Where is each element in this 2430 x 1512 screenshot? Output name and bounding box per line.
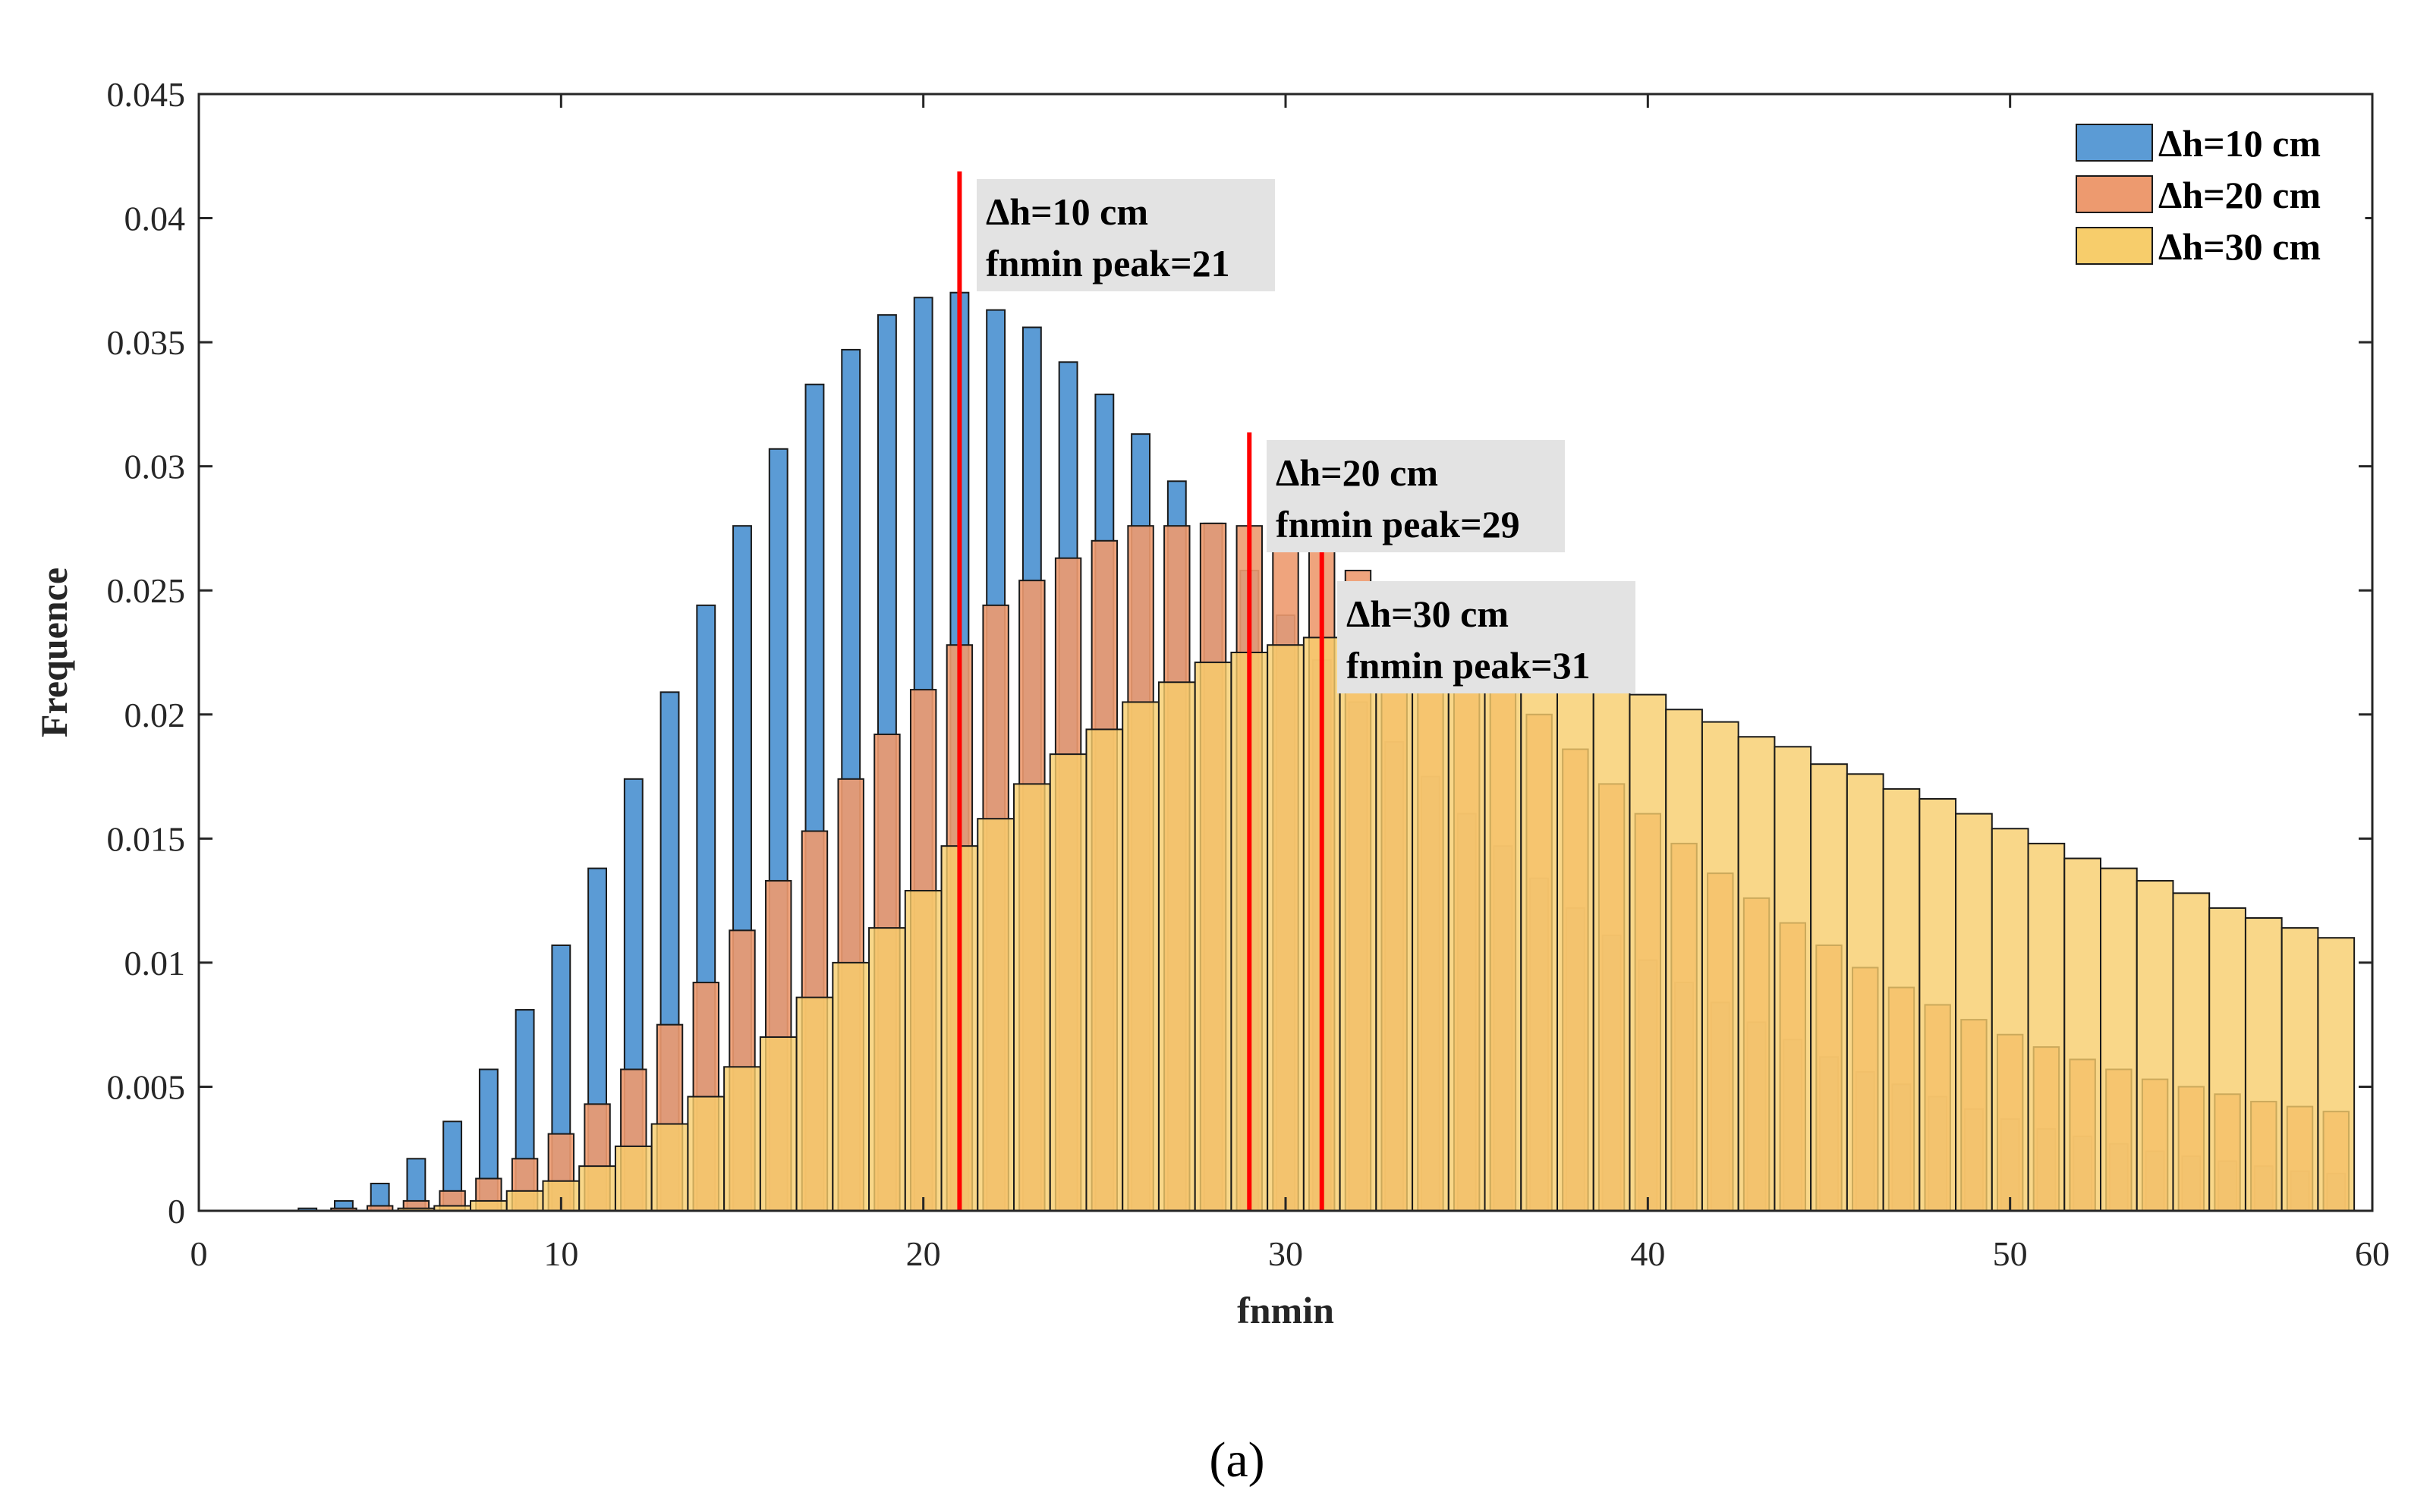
bar-series3-x27 [1157,681,1196,1212]
annotation-boxes: Δh=10 cm fnmin peak=21 Δh=20 cm fnmin peak=… [977,179,1635,693]
bar-series3-x19 [868,927,906,1212]
bar-series3-x45 [1810,763,1848,1212]
y-tick-label: 0.005 [107,1067,186,1106]
bar-series3-x57 [2244,917,2283,1212]
bar-series3-x50 [1991,828,2029,1212]
bar-series3-x34 [1412,649,1450,1212]
figure-caption: (a) [1209,1432,1264,1488]
legend-label-1: Δh=10 cm [2158,122,2321,165]
annotation-box-2 [1267,440,1565,552]
bar-series3-x25 [1085,728,1124,1212]
bar-series3-x56 [2208,907,2246,1212]
bars-layer [297,291,2356,1212]
bar-series3-x38 [1557,678,1594,1212]
bar-series3-x51 [2027,842,2066,1212]
annotation-box-3 [1337,581,1635,693]
bar-series3-x20 [904,890,943,1212]
bar-series3-x26 [1122,701,1160,1212]
bar-series3-x52 [2063,857,2102,1212]
bar-series3-x22 [977,818,1015,1212]
bar-series3-x15 [723,1066,761,1212]
annotation-label-3-line2: fnmin peak=31 [1346,644,1591,687]
legend-swatch-2 [2076,175,2153,213]
bar-series3-x47 [1882,787,1921,1212]
bar-series3-x53 [2100,867,2138,1212]
y-tick-label: 0 [168,1192,185,1231]
bar-series3-x18 [832,961,870,1212]
annotation-label-2-line2: fnmin peak=29 [1276,503,1520,545]
bar-series3-x42 [1701,721,1739,1212]
bar-series3-x32 [1339,639,1377,1212]
bar-series3-x59 [2317,937,2356,1212]
bar-series3-x17 [795,996,834,1212]
bar-series3-x39 [1592,689,1631,1212]
bar-series3-x37 [1520,668,1559,1212]
bar-series3-x40 [1629,693,1667,1212]
bar-series3-x35 [1447,656,1486,1212]
y-tick-label: 0.04 [124,200,186,238]
x-tick-label: 0 [190,1234,208,1273]
x-axis-title: fnmin [1237,1289,1334,1331]
annotation-label-2-line1: Δh=20 cm [1276,451,1438,494]
legend-label-2: Δh=20 cm [2158,174,2321,216]
bar-series3-x24 [1049,753,1088,1212]
annotation-label-1-line2: fnmin peak=21 [986,242,1230,284]
bar-series3-x30 [1267,644,1305,1212]
y-tick-label: 0.045 [107,75,186,114]
annotation-label-3-line1: Δh=30 cm [1346,593,1509,635]
bar-series3-x41 [1665,709,1703,1212]
bar-series3-x33 [1375,644,1414,1212]
bar-series3-x43 [1737,736,1776,1212]
bar-series3-x8 [470,1199,508,1212]
bar-series3-x12 [614,1145,653,1212]
x-tick-label: 30 [1268,1234,1303,1273]
y-tick-label: 0.01 [124,944,186,982]
bar-series3-x13 [650,1123,689,1212]
bar-series3-x28 [1194,662,1232,1212]
bar-series3-x14 [687,1095,726,1212]
y-axis-title: Frequence [33,567,75,737]
legend-swatch-3 [2076,227,2153,265]
x-tick-label: 50 [1993,1234,2028,1273]
bar-series3-x23 [1013,783,1051,1212]
bar-series3-x16 [759,1036,798,1212]
legend: Δh=10 cm Δh=20 cm Δh=30 cm [2076,107,2365,284]
y-tick-label: 0.03 [124,448,186,486]
y-tick-label: 0.025 [107,571,186,610]
legend-swatch-1 [2076,124,2153,162]
x-tick-label: 40 [1630,1234,1665,1273]
bar-series3-x44 [1774,746,1812,1212]
annotation-box-1 [977,179,1275,291]
annotation-lines [957,171,1324,1211]
y-tick-label: 0.035 [107,323,186,362]
annotation-label-1-line1: Δh=10 cm [986,190,1148,233]
axes: 0 0.005 0.01 0.015 0.02 0.025 0.03 0.035 0.04 0.0… [107,75,2391,1273]
x-tick-label: 60 [2355,1234,2390,1273]
y-tick-label: 0.02 [124,696,186,734]
x-tick-label: 10 [543,1234,578,1273]
bar-series3-x46 [1846,773,1884,1212]
bar-series3-x54 [2136,879,2174,1212]
y-tick-label: 0.015 [107,819,186,858]
bar-series3-x58 [2280,927,2319,1212]
bar-series3-x9 [505,1190,544,1212]
legend-label-3: Δh=30 cm [2158,225,2321,268]
bar-series3-x36 [1484,664,1522,1212]
x-tick-label: 20 [906,1234,941,1273]
bar-series3-x49 [1955,813,1993,1212]
bar-series3-x48 [1919,798,1957,1212]
bar-series3-x11 [578,1165,616,1212]
bar-series3-x55 [2172,892,2211,1212]
